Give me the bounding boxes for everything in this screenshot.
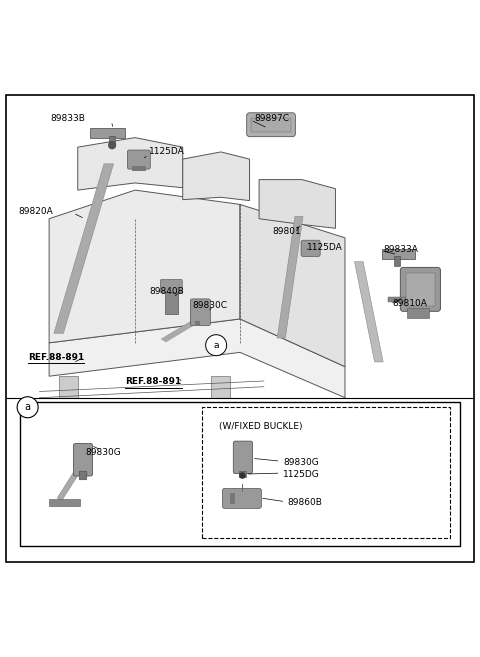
Text: 89820A: 89820A	[18, 207, 53, 216]
Polygon shape	[355, 261, 383, 362]
FancyBboxPatch shape	[79, 471, 87, 480]
Bar	[49, 499, 80, 506]
Text: 1125DA: 1125DA	[307, 243, 343, 252]
Bar	[195, 321, 200, 326]
Text: 89897C: 89897C	[254, 114, 289, 123]
Text: 89810A: 89810A	[393, 299, 428, 307]
Bar	[165, 288, 178, 314]
FancyBboxPatch shape	[233, 441, 252, 474]
Bar	[407, 307, 429, 318]
Text: 89860B: 89860B	[288, 498, 323, 507]
FancyBboxPatch shape	[400, 267, 441, 311]
FancyBboxPatch shape	[191, 299, 210, 326]
FancyBboxPatch shape	[160, 279, 182, 293]
Bar	[21, 403, 459, 545]
Bar	[239, 470, 246, 478]
Text: 89833A: 89833A	[383, 245, 418, 254]
Text: a: a	[24, 402, 31, 412]
Polygon shape	[57, 472, 79, 500]
Circle shape	[205, 334, 227, 355]
Polygon shape	[259, 179, 336, 228]
Text: 89833B: 89833B	[50, 114, 85, 123]
Bar	[211, 376, 230, 397]
Bar	[252, 118, 290, 132]
Circle shape	[108, 141, 116, 149]
Bar	[388, 298, 406, 302]
Text: a: a	[214, 341, 219, 350]
Bar	[382, 249, 415, 260]
Circle shape	[239, 472, 246, 479]
Text: (W/FIXED BUCKLE): (W/FIXED BUCKLE)	[218, 422, 302, 431]
Text: 89830C: 89830C	[192, 301, 227, 310]
FancyBboxPatch shape	[301, 240, 320, 256]
Text: REF.88-891: REF.88-891	[125, 378, 182, 386]
Polygon shape	[49, 319, 345, 397]
Bar	[109, 136, 116, 145]
Bar	[59, 376, 78, 397]
FancyBboxPatch shape	[73, 443, 93, 476]
Polygon shape	[183, 152, 250, 200]
Bar	[229, 493, 235, 504]
Text: 89830G: 89830G	[283, 458, 319, 466]
Bar	[132, 166, 145, 171]
FancyBboxPatch shape	[247, 113, 295, 137]
Bar	[394, 256, 400, 265]
Text: 89801: 89801	[273, 227, 301, 236]
Text: REF.88-891: REF.88-891	[28, 353, 84, 361]
FancyBboxPatch shape	[127, 150, 150, 169]
Bar	[406, 273, 435, 306]
Text: 89830G: 89830G	[85, 448, 120, 457]
Polygon shape	[78, 137, 183, 190]
Polygon shape	[277, 216, 303, 338]
FancyBboxPatch shape	[222, 488, 262, 509]
Polygon shape	[54, 164, 114, 333]
Circle shape	[17, 397, 38, 418]
Bar	[202, 407, 450, 539]
Polygon shape	[161, 320, 196, 342]
Text: 89840B: 89840B	[149, 286, 184, 296]
Text: 1125DA: 1125DA	[149, 147, 185, 156]
Text: 1125DG: 1125DG	[283, 470, 320, 478]
Bar	[90, 128, 125, 137]
Polygon shape	[240, 204, 345, 367]
Polygon shape	[49, 190, 240, 343]
